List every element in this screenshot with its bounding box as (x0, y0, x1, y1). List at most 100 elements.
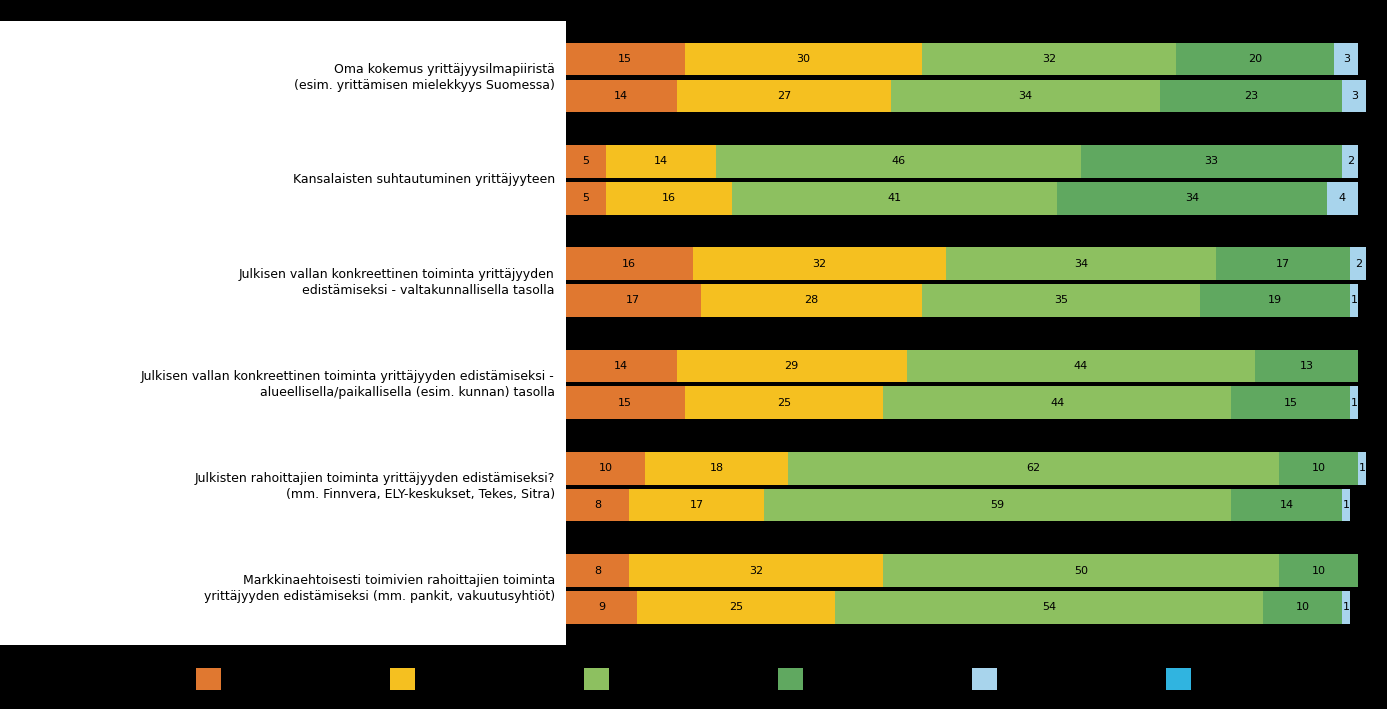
Text: 32: 32 (813, 259, 827, 269)
Text: Kansalaisten suhtautuminen yrittäjyyteen: Kansalaisten suhtautuminen yrittäjyyteen (293, 173, 555, 186)
Text: 13: 13 (1300, 361, 1313, 371)
Text: 1: 1 (1343, 500, 1350, 510)
Text: 44: 44 (1074, 361, 1087, 371)
Bar (566, 145, 606, 178)
Bar (717, 145, 1080, 178)
Text: Julkisten rahoittajien toiminta yrittäjyyden edistämiseksi?
(mm. Finnvera, ELY-k: Julkisten rahoittajien toiminta yrittäjy… (194, 472, 555, 501)
Bar (1215, 247, 1351, 280)
Text: 14: 14 (614, 361, 628, 371)
Text: 46: 46 (892, 157, 906, 167)
Text: 9: 9 (598, 603, 605, 613)
Bar (566, 452, 645, 485)
Text: 20: 20 (1248, 54, 1262, 64)
Bar (1351, 386, 1358, 419)
Bar (566, 554, 630, 587)
Bar (884, 554, 1279, 587)
Text: 29: 29 (785, 361, 799, 371)
Text: 41: 41 (888, 194, 902, 203)
Text: 59: 59 (990, 500, 1004, 510)
FancyBboxPatch shape (390, 668, 415, 690)
Bar (645, 452, 788, 485)
Bar (946, 247, 1215, 280)
Text: 1: 1 (1359, 463, 1366, 473)
Bar (692, 247, 946, 280)
Bar (1232, 489, 1343, 521)
Bar (1326, 182, 1358, 215)
Text: 1: 1 (1351, 296, 1358, 306)
Bar (890, 79, 1160, 112)
Text: 10: 10 (1312, 566, 1326, 576)
Bar (1232, 386, 1351, 419)
Text: 14: 14 (1280, 500, 1294, 510)
FancyBboxPatch shape (584, 668, 609, 690)
Text: 34: 34 (1184, 194, 1198, 203)
Bar (566, 79, 677, 112)
Text: 34: 34 (1018, 91, 1032, 101)
Bar (630, 554, 884, 587)
Bar (1176, 43, 1334, 75)
Bar (1057, 182, 1326, 215)
Text: 19: 19 (1268, 296, 1282, 306)
Text: 34: 34 (1074, 259, 1087, 269)
Text: 44: 44 (1050, 398, 1064, 408)
Text: 1: 1 (1351, 398, 1358, 408)
Bar (677, 79, 890, 112)
Bar (566, 350, 677, 382)
Bar (764, 489, 1232, 521)
Bar (1200, 284, 1351, 317)
Bar (907, 350, 1255, 382)
Text: 28: 28 (804, 296, 818, 306)
Text: 15: 15 (1284, 398, 1298, 408)
Text: 2: 2 (1355, 259, 1362, 269)
Text: 8: 8 (594, 566, 601, 576)
Bar (732, 182, 1057, 215)
Bar (606, 145, 717, 178)
Bar (1279, 554, 1358, 587)
Text: 17: 17 (689, 500, 703, 510)
Bar (566, 284, 700, 317)
FancyBboxPatch shape (1166, 668, 1191, 690)
Bar (566, 247, 692, 280)
Text: 17: 17 (626, 296, 641, 306)
Text: Julkisen vallan konkreettinen toiminta yrittäjyyden edistämiseksi -
alueellisell: Julkisen vallan konkreettinen toiminta y… (141, 370, 555, 399)
Bar (700, 284, 922, 317)
Bar (835, 591, 1264, 624)
Text: 35: 35 (1054, 296, 1068, 306)
Bar (566, 591, 637, 624)
Text: 25: 25 (777, 398, 791, 408)
Text: 5: 5 (583, 194, 589, 203)
Bar (922, 43, 1176, 75)
Text: 14: 14 (653, 157, 669, 167)
Bar (922, 284, 1200, 317)
Text: 62: 62 (1026, 463, 1040, 473)
Text: 32: 32 (749, 566, 763, 576)
Text: 15: 15 (619, 398, 632, 408)
Text: 33: 33 (1205, 157, 1219, 167)
Bar (1343, 145, 1358, 178)
Text: 50: 50 (1074, 566, 1087, 576)
Bar (1343, 489, 1351, 521)
Text: 5: 5 (583, 157, 589, 167)
Bar (1255, 350, 1358, 382)
Text: 23: 23 (1244, 91, 1258, 101)
Text: 2: 2 (1347, 157, 1354, 167)
Bar (1358, 452, 1366, 485)
Text: 54: 54 (1042, 603, 1057, 613)
Bar (1343, 79, 1366, 112)
Bar (566, 489, 630, 521)
FancyBboxPatch shape (972, 668, 997, 690)
Text: 8: 8 (594, 500, 601, 510)
Text: 3: 3 (1351, 91, 1358, 101)
Text: 1: 1 (1343, 603, 1350, 613)
Text: Oma kokemus yrittäjyysilmapiiristä
(esim. yrittämisen mielekkyys Suomessa): Oma kokemus yrittäjyysilmapiiristä (esim… (294, 63, 555, 92)
Text: Markkinaehtoisesti toimivien rahoittajien toiminta
yrittäjyyden edistämiseksi (m: Markkinaehtoisesti toimivien rahoittajie… (204, 574, 555, 603)
Bar (677, 350, 907, 382)
Bar (1160, 79, 1343, 112)
Bar (1279, 452, 1358, 485)
Text: 3: 3 (1343, 54, 1350, 64)
Bar (788, 452, 1279, 485)
Text: 32: 32 (1042, 54, 1057, 64)
FancyBboxPatch shape (778, 668, 803, 690)
Bar (630, 489, 764, 521)
Text: 25: 25 (730, 603, 743, 613)
